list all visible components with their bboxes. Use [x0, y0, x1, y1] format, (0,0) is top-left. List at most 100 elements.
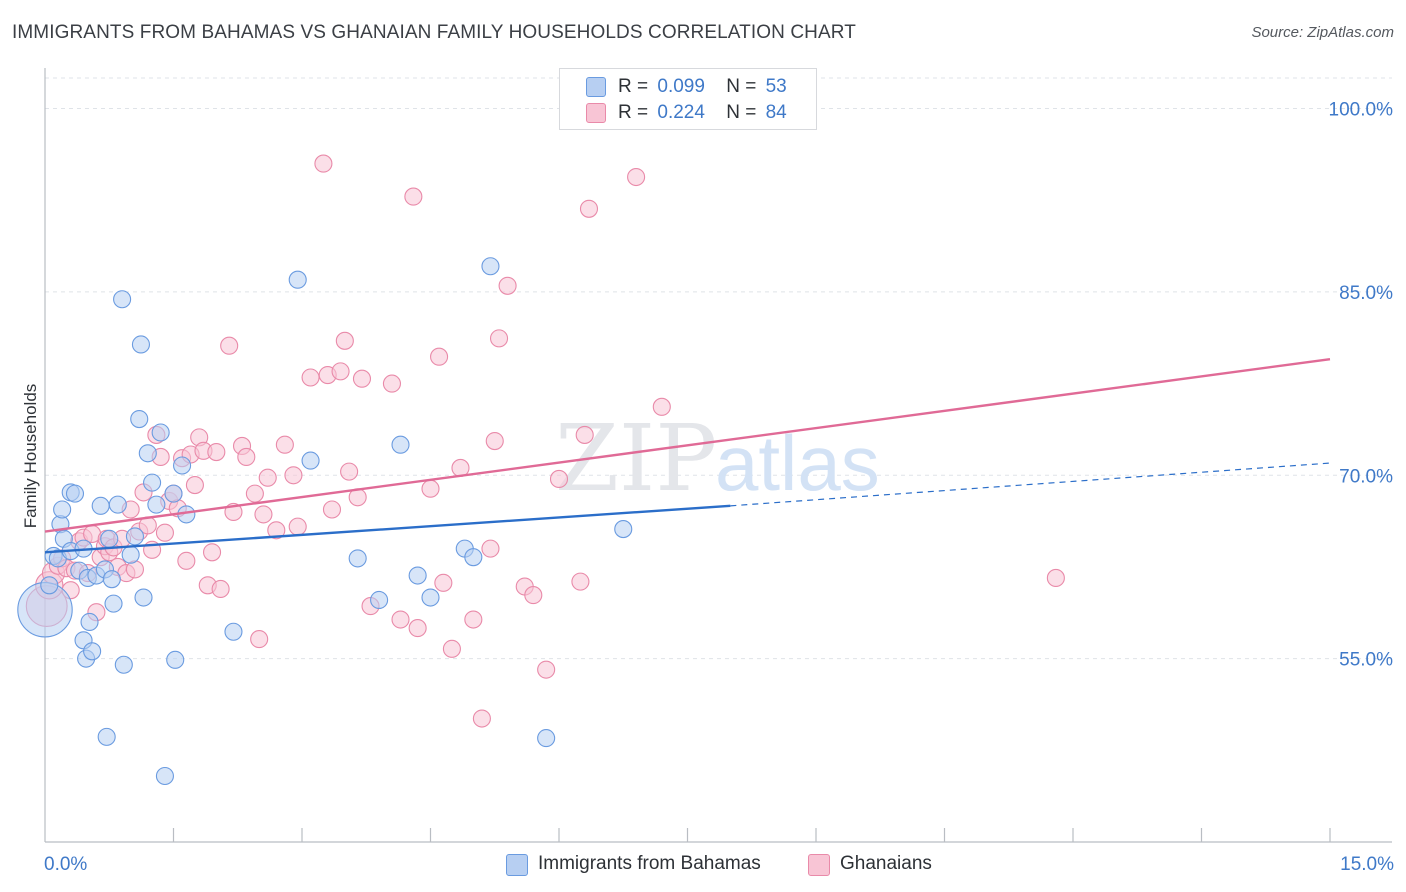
y-tick-label: 100.0%: [1329, 100, 1394, 121]
bahamas-point: [164, 484, 183, 503]
bahamas-point: [53, 500, 72, 519]
watermark: ZIP atlas: [555, 405, 880, 512]
trend-line-bahamas: [44, 504, 731, 554]
axes: [44, 68, 1392, 843]
tick-labels: 55.0% 70.0% 85.0% 100.0% 0.0% 15.0%: [44, 100, 1394, 875]
bahamas-point: [301, 451, 320, 470]
ghanaians-point: [288, 517, 307, 536]
ghanaians-point: [408, 619, 427, 638]
ghanaians-point: [275, 435, 294, 454]
series-label-bahamas: Immigrants from Bahamas: [538, 853, 761, 874]
watermark-atlas: atlas: [715, 419, 880, 507]
ghanaians-point: [267, 521, 286, 540]
bahamas-point: [481, 257, 500, 276]
series-bahamas-points: [17, 257, 633, 786]
bahamas-point: [131, 335, 150, 354]
ghanaians-point: [254, 505, 273, 524]
ghanaians-point: [203, 543, 222, 562]
bahamas-point: [224, 622, 243, 641]
ghanaians-point: [185, 476, 204, 495]
ghanaians-point: [207, 443, 226, 462]
legend-swatch-ghanaians: [586, 103, 606, 123]
trend-line-ghanaians: [44, 357, 1331, 533]
ghanaians-point: [404, 187, 423, 206]
bahamas-point: [464, 548, 483, 567]
bahamas-point: [102, 570, 121, 589]
bahamas-point: [155, 766, 174, 786]
bahamas-point: [80, 612, 99, 632]
ghanaians-point: [245, 484, 264, 503]
legend-r-value: 0.099: [657, 76, 705, 97]
ghanaians-point: [481, 539, 500, 558]
ghanaians-point: [1046, 568, 1065, 588]
ghanaians-point: [442, 639, 461, 658]
bahamas-point: [408, 566, 427, 585]
bahamas-point: [100, 529, 119, 548]
source-label: Source: ZipAtlas.com: [1251, 24, 1394, 41]
watermark-zip: ZIP: [555, 405, 717, 512]
trend-line-bahamas-extension: [730, 462, 1331, 507]
ghanaians-point: [652, 397, 671, 416]
bahamas-point: [104, 594, 123, 613]
ghanaians-point: [220, 336, 239, 355]
ghanaians-point: [571, 572, 590, 591]
legend-n-value: 84: [765, 102, 787, 123]
ghanaians-point: [537, 660, 556, 679]
ghanaians-point: [485, 432, 504, 451]
gridlines: [45, 77, 1392, 660]
ghanaians-point: [237, 447, 256, 466]
series-swatch-bahamas: [506, 854, 528, 876]
bahamas-point: [108, 495, 127, 514]
bahamas-point: [125, 527, 144, 546]
legend-n-label: N =: [726, 76, 757, 97]
series-legend: Immigrants from Bahamas Ghanaians: [0, 852, 1406, 878]
bahamas-point: [614, 520, 633, 539]
bahamas-point: [151, 423, 170, 442]
ghanaians-point: [498, 276, 517, 295]
bahamas-point: [65, 484, 85, 503]
ghanaians-point: [524, 586, 543, 605]
chart-title: IMMIGRANTS FROM BAHAMAS VS GHANAIAN FAMI…: [12, 22, 856, 43]
y-tick-label: 55.0%: [1339, 650, 1393, 671]
bahamas-point: [134, 588, 153, 607]
bahamas-point: [537, 729, 556, 748]
legend-swatch-bahamas: [586, 77, 606, 97]
ghanaians-point: [284, 466, 303, 485]
ghanaians-point: [177, 551, 196, 570]
ghanaians-point: [382, 374, 402, 393]
series-label-ghanaians: Ghanaians: [840, 853, 932, 874]
bahamas-point: [143, 473, 162, 492]
ghanaians-point: [352, 369, 372, 388]
legend-r-value: 0.224: [657, 102, 705, 123]
ghanaians-point: [421, 479, 440, 498]
bahamas-point: [83, 642, 102, 661]
series-swatch-ghanaians: [808, 854, 830, 876]
bahamas-point: [91, 496, 110, 515]
bahamas-point: [147, 495, 166, 514]
bahamas-point: [40, 576, 59, 595]
series-ghanaians-points: [25, 154, 1065, 728]
bahamas-point: [130, 409, 149, 429]
ghanaians-point: [331, 362, 350, 381]
ghanaians-point: [155, 523, 174, 542]
bahamas-point: [113, 290, 132, 309]
legend-r-label: R =: [618, 102, 649, 123]
bahamas-point: [421, 588, 440, 607]
ghanaians-point: [489, 329, 509, 348]
trend-lines: [44, 357, 1331, 554]
bahamas-point: [348, 549, 367, 568]
ghanaians-point: [430, 347, 449, 366]
x-tick-label: 15.0%: [1340, 854, 1394, 875]
ghanaians-point: [301, 368, 320, 387]
y-tick-label: 70.0%: [1339, 466, 1393, 487]
ghanaians-point: [575, 425, 594, 444]
y-axis-title: Family Households: [21, 384, 40, 529]
bahamas-point: [370, 590, 389, 610]
ghanaians-point: [391, 610, 410, 629]
bahamas-point: [288, 270, 307, 289]
bahamas-point: [166, 650, 185, 669]
x-tick-label: 0.0%: [44, 854, 87, 875]
ghanaians-point: [211, 579, 230, 599]
legend-n-label: N =: [726, 102, 757, 123]
